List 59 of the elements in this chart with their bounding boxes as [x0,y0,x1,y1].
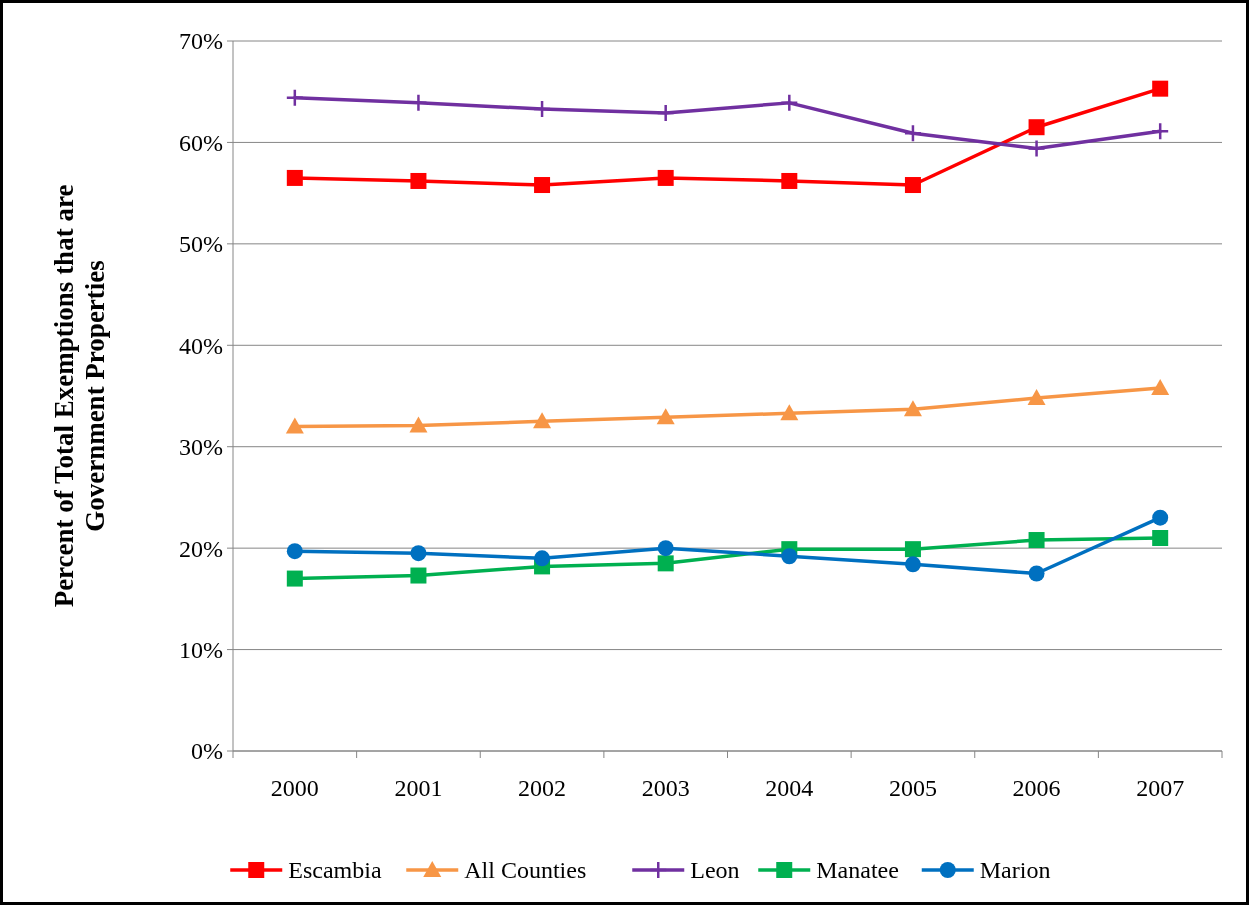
point [409,416,428,433]
x-tick-label: 2004 [765,775,814,801]
x-tick-label: 2006 [1012,775,1061,801]
legend-label: Leon [690,857,740,884]
point [1028,565,1045,582]
point [286,543,303,560]
y-tick-label: 30% [179,434,223,461]
y-tick-label: 40% [179,332,223,359]
point [534,177,551,194]
point [1152,509,1169,526]
point [286,169,303,186]
point [1151,378,1170,395]
point [410,172,427,189]
point [780,93,799,113]
point [904,177,921,194]
point [656,408,675,425]
point [780,404,799,421]
point [903,400,922,417]
point [1028,119,1045,136]
point [904,541,921,558]
legend-label: All Counties [464,857,587,884]
point [1152,80,1169,97]
point [410,545,427,562]
point [1152,530,1169,546]
point [657,555,674,572]
y-axis-title: Percent of Total Exemptions that are Government Properties [48,184,110,608]
x-tick-label: 2005 [888,775,937,801]
point [534,550,551,567]
point [1027,139,1046,158]
x-tick-label: 2003 [641,775,690,801]
y-tick-label: 10% [179,636,223,663]
point [656,103,675,123]
point [285,88,305,108]
point [285,417,304,434]
x-tick-label: 2001 [394,775,443,801]
x-tick-label: 2007 [1136,775,1185,801]
legend-label: Marion [979,857,1051,884]
y-tick-label: 20% [179,535,223,562]
y-tick-label: 50% [179,231,223,258]
legend-label: Escambia [288,857,382,884]
point [532,99,552,119]
point [657,169,674,186]
point [533,412,552,429]
x-tick-label: 2002 [518,775,567,801]
point [903,124,923,143]
point [781,172,798,189]
point [410,567,427,584]
point [1150,122,1170,141]
x-tick-label: 2000 [270,775,319,801]
legend-label: Manatee [816,857,899,884]
y-tick-label: 70% [179,28,223,55]
point [1028,532,1045,549]
point [657,540,674,557]
point [904,556,921,573]
y-tick-label: 60% [179,129,223,156]
point [286,570,303,587]
point [781,548,798,565]
y-tick-label: 0% [191,738,223,765]
point [1027,389,1046,406]
